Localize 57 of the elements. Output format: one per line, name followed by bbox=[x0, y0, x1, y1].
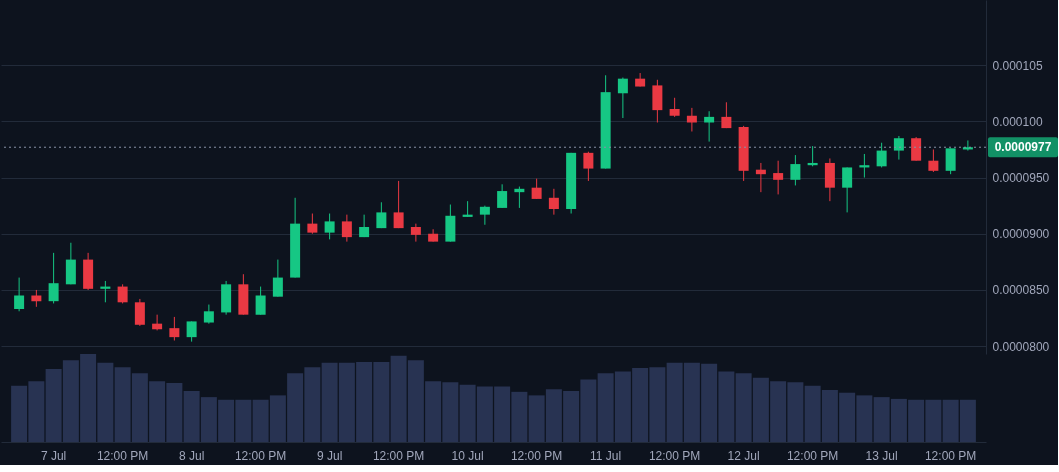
candlestick bbox=[807, 145, 818, 167]
x-tick-label: 12 Jul bbox=[727, 448, 760, 463]
candlestick bbox=[410, 223, 421, 243]
candlestick bbox=[393, 180, 404, 229]
x-tick-label: 8 Jul bbox=[178, 448, 205, 463]
x-tick-label: 7 Jul bbox=[40, 448, 67, 463]
candlestick bbox=[859, 153, 870, 179]
candlestick bbox=[842, 166, 853, 213]
candlestick bbox=[773, 160, 784, 195]
candlestick bbox=[548, 188, 559, 216]
candlestick bbox=[479, 205, 490, 226]
x-tick-label: 10 Jul bbox=[451, 448, 484, 463]
candlestick bbox=[790, 154, 801, 186]
x-tick-label: 12:00 PM bbox=[372, 448, 425, 463]
candlestick bbox=[203, 304, 214, 325]
x-tick-label: 12:00 PM bbox=[234, 448, 287, 463]
x-tick-label: 12:00 PM bbox=[96, 448, 149, 463]
y-tick-label: 0.0000900 bbox=[992, 227, 1050, 242]
candlestick bbox=[583, 151, 594, 182]
candlestick bbox=[100, 280, 111, 303]
candlestick bbox=[497, 183, 508, 209]
candlestick bbox=[376, 201, 387, 229]
candlestick bbox=[48, 252, 59, 304]
candlestick bbox=[911, 136, 922, 162]
x-tick-label: 12:00 PM bbox=[510, 448, 563, 463]
candlestick bbox=[928, 148, 939, 173]
candlestick bbox=[341, 214, 352, 243]
x-tick-label: 12:00 PM bbox=[924, 448, 977, 463]
x-tick-label: 13 Jul bbox=[865, 448, 898, 463]
candlestick bbox=[945, 147, 956, 175]
y-tick-label: 0.000105 bbox=[992, 58, 1043, 73]
candlestick bbox=[307, 213, 318, 235]
y-tick-label: 0.000100 bbox=[992, 114, 1043, 129]
y-tick-label: 0.0000800 bbox=[992, 339, 1050, 354]
x-tick-label: 11 Jul bbox=[590, 448, 622, 463]
candlestick bbox=[134, 298, 145, 327]
candlestick bbox=[255, 286, 266, 316]
candlestick bbox=[893, 135, 904, 161]
candlestick bbox=[635, 72, 646, 88]
x-tick-label: 9 Jul bbox=[316, 448, 343, 463]
candlestick bbox=[14, 277, 25, 312]
candlestick bbox=[721, 101, 732, 129]
candlestick bbox=[272, 259, 283, 298]
candlestick bbox=[686, 107, 697, 132]
ref-line-label: 0.0000977 bbox=[994, 140, 1052, 155]
y-tick-label: 0.0000850 bbox=[992, 283, 1050, 298]
candlestick bbox=[169, 316, 180, 342]
y-tick-label: 0.0000950 bbox=[992, 171, 1050, 186]
candlestick bbox=[669, 97, 680, 118]
candlestick bbox=[186, 320, 197, 343]
x-tick-label: 12:00 PM bbox=[786, 448, 839, 463]
candlestick bbox=[876, 142, 887, 168]
candlestick bbox=[324, 213, 335, 240]
x-tick-label: 12:00 PM bbox=[648, 448, 701, 463]
candlestick bbox=[117, 283, 128, 304]
candlestick bbox=[531, 178, 542, 200]
candlestick bbox=[617, 77, 628, 119]
